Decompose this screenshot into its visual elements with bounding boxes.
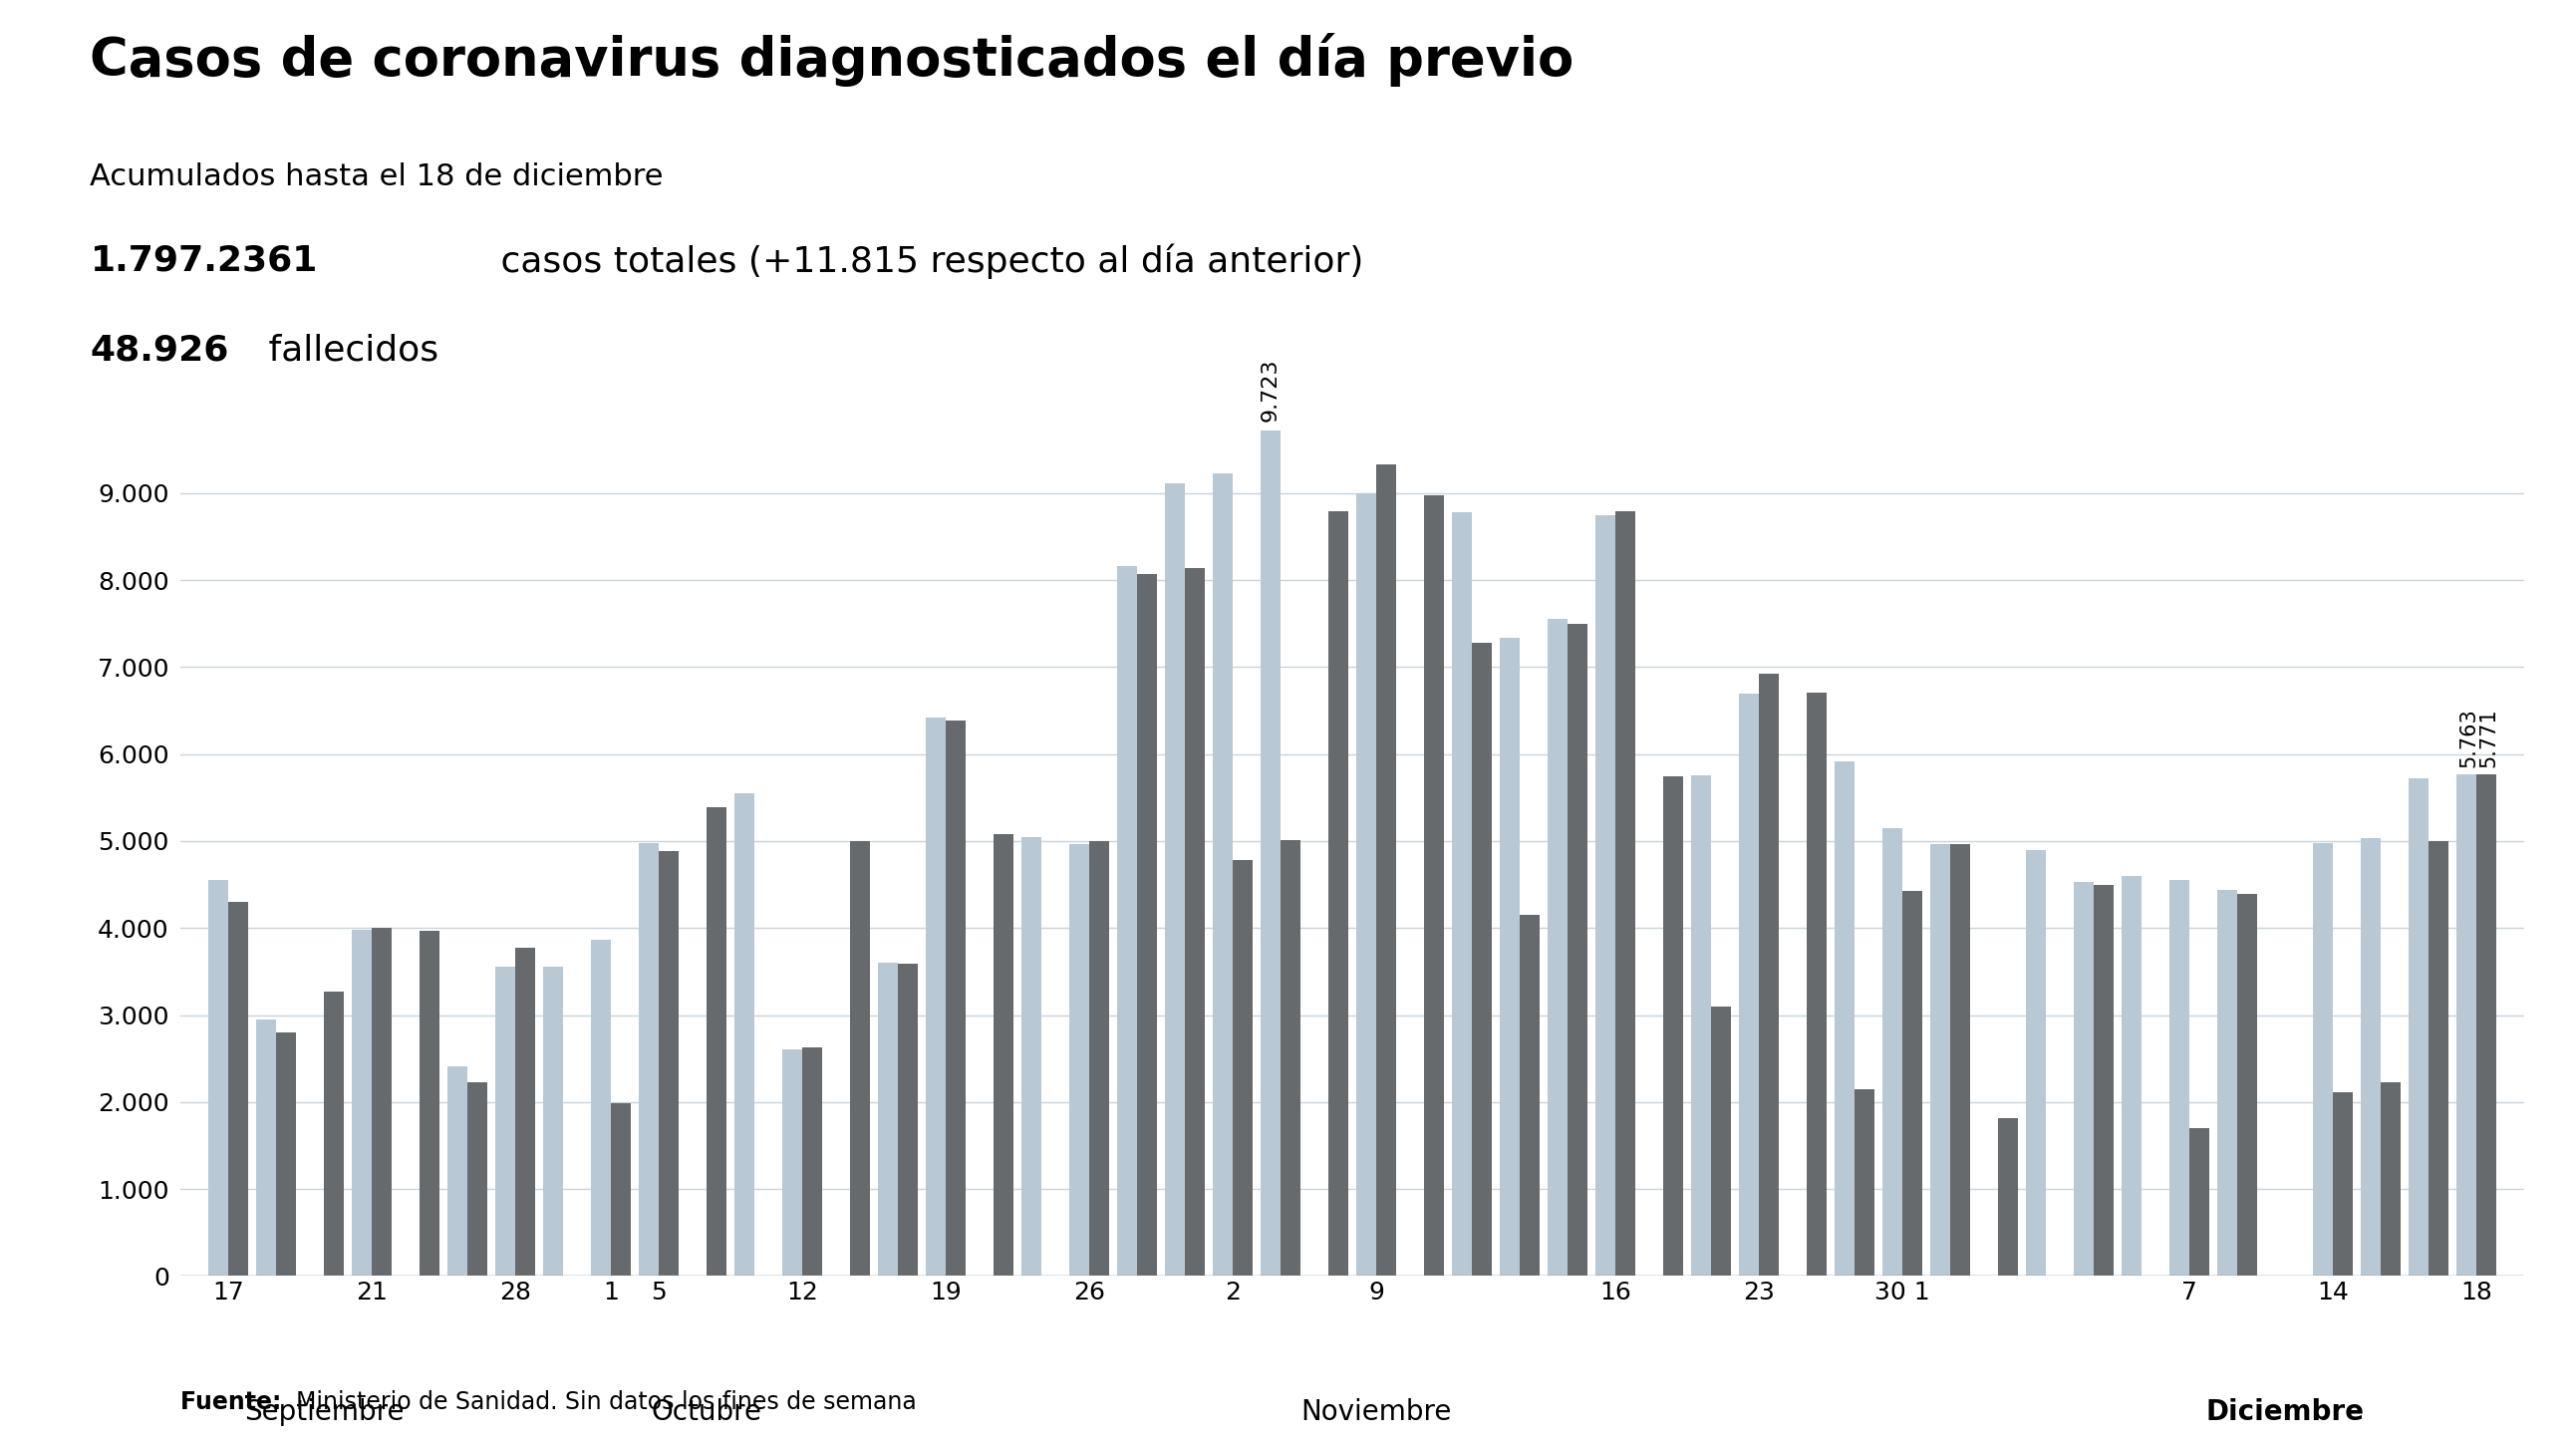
Text: 48.926: 48.926	[90, 334, 229, 367]
Text: fallecidos: fallecidos	[258, 334, 438, 367]
Bar	[466, 1082, 487, 1276]
Bar	[706, 808, 726, 1276]
Bar	[350, 929, 371, 1276]
Text: Octubre: Octubre	[652, 1398, 762, 1425]
Bar	[1020, 837, 1041, 1276]
Bar	[1595, 515, 1615, 1276]
Text: 5.771: 5.771	[2478, 708, 2499, 767]
Bar	[1834, 761, 1855, 1276]
Bar	[1090, 841, 1110, 1276]
Bar	[2218, 890, 2239, 1276]
Bar	[1999, 1118, 2020, 1276]
Bar	[495, 966, 515, 1276]
Bar	[2476, 774, 2496, 1276]
Text: 5.763: 5.763	[2460, 708, 2478, 767]
Bar	[276, 1032, 296, 1276]
Bar	[1710, 1006, 1731, 1276]
Bar	[2360, 838, 2380, 1276]
Bar	[1520, 915, 1540, 1276]
Bar	[2094, 886, 2115, 1276]
Bar	[1664, 777, 1685, 1276]
Bar	[1355, 493, 1376, 1276]
Bar	[515, 948, 536, 1276]
Text: Septiembre: Septiembre	[245, 1398, 404, 1425]
Bar	[659, 851, 680, 1276]
Text: Noviembre: Noviembre	[1301, 1398, 1453, 1425]
Bar	[1118, 566, 1136, 1276]
Bar	[2025, 850, 2045, 1276]
Bar	[1136, 574, 1157, 1276]
Bar	[2458, 774, 2476, 1276]
Bar	[325, 992, 345, 1276]
Bar	[2429, 841, 2450, 1276]
Bar	[1376, 464, 1396, 1276]
Bar	[945, 721, 966, 1276]
Text: Fuente:: Fuente:	[180, 1391, 289, 1414]
Text: 1.797.2361: 1.797.2361	[90, 244, 317, 277]
Bar	[994, 834, 1015, 1276]
Bar	[899, 964, 917, 1276]
Bar	[1739, 695, 1759, 1276]
Bar	[1471, 642, 1492, 1276]
Bar	[1759, 674, 1780, 1276]
Bar	[2334, 1092, 2354, 1276]
Bar	[1690, 776, 1710, 1276]
Bar	[1950, 844, 1971, 1276]
Bar	[1569, 624, 1587, 1276]
Bar	[1904, 890, 1922, 1276]
Bar	[783, 1050, 801, 1276]
Text: Ministerio de Sanidad. Sin datos los fines de semana: Ministerio de Sanidad. Sin datos los fin…	[296, 1391, 917, 1414]
Bar	[2169, 880, 2190, 1276]
Text: Casos de coronavirus diagnosticados el día previo: Casos de coronavirus diagnosticados el d…	[90, 32, 1574, 87]
Bar	[2380, 1082, 2401, 1276]
Bar	[420, 931, 440, 1276]
Bar	[639, 842, 659, 1276]
Bar	[1548, 619, 1569, 1276]
Bar	[2409, 779, 2429, 1276]
Bar	[229, 902, 247, 1276]
Bar	[1883, 828, 1904, 1276]
Bar	[878, 963, 899, 1276]
Text: Diciembre: Diciembre	[2205, 1398, 2365, 1425]
Bar	[611, 1103, 631, 1276]
Text: 9.723: 9.723	[1260, 358, 1280, 422]
Bar	[255, 1019, 276, 1276]
Bar	[1499, 638, 1520, 1276]
Bar	[1234, 860, 1252, 1276]
Bar	[1164, 483, 1185, 1276]
Bar	[2074, 882, 2094, 1276]
Bar	[590, 940, 611, 1276]
Bar	[1806, 693, 1826, 1276]
Bar	[448, 1066, 466, 1276]
Text: Acumulados hasta el 18 de diciembre: Acumulados hasta el 18 de diciembre	[90, 162, 665, 191]
Bar	[371, 928, 392, 1276]
Bar	[801, 1047, 822, 1276]
Bar	[209, 880, 229, 1276]
Bar	[1069, 844, 1090, 1276]
Bar	[1260, 431, 1280, 1276]
Bar	[850, 841, 871, 1276]
Bar	[2239, 895, 2257, 1276]
Bar	[2313, 842, 2334, 1276]
Bar	[1453, 512, 1471, 1276]
Bar	[1185, 568, 1206, 1276]
Bar	[544, 966, 564, 1276]
Bar	[1425, 496, 1445, 1276]
Bar	[2190, 1128, 2210, 1276]
Bar	[2123, 876, 2141, 1276]
Bar	[1280, 840, 1301, 1276]
Bar	[734, 793, 755, 1276]
Bar	[1329, 512, 1350, 1276]
Bar	[1615, 512, 1636, 1276]
Text: casos totales (+11.815 respecto al día anterior): casos totales (+11.815 respecto al día a…	[489, 244, 1363, 278]
Bar	[925, 718, 945, 1276]
Bar	[1929, 844, 1950, 1276]
Bar	[1213, 473, 1234, 1276]
Bar	[1855, 1089, 1875, 1276]
